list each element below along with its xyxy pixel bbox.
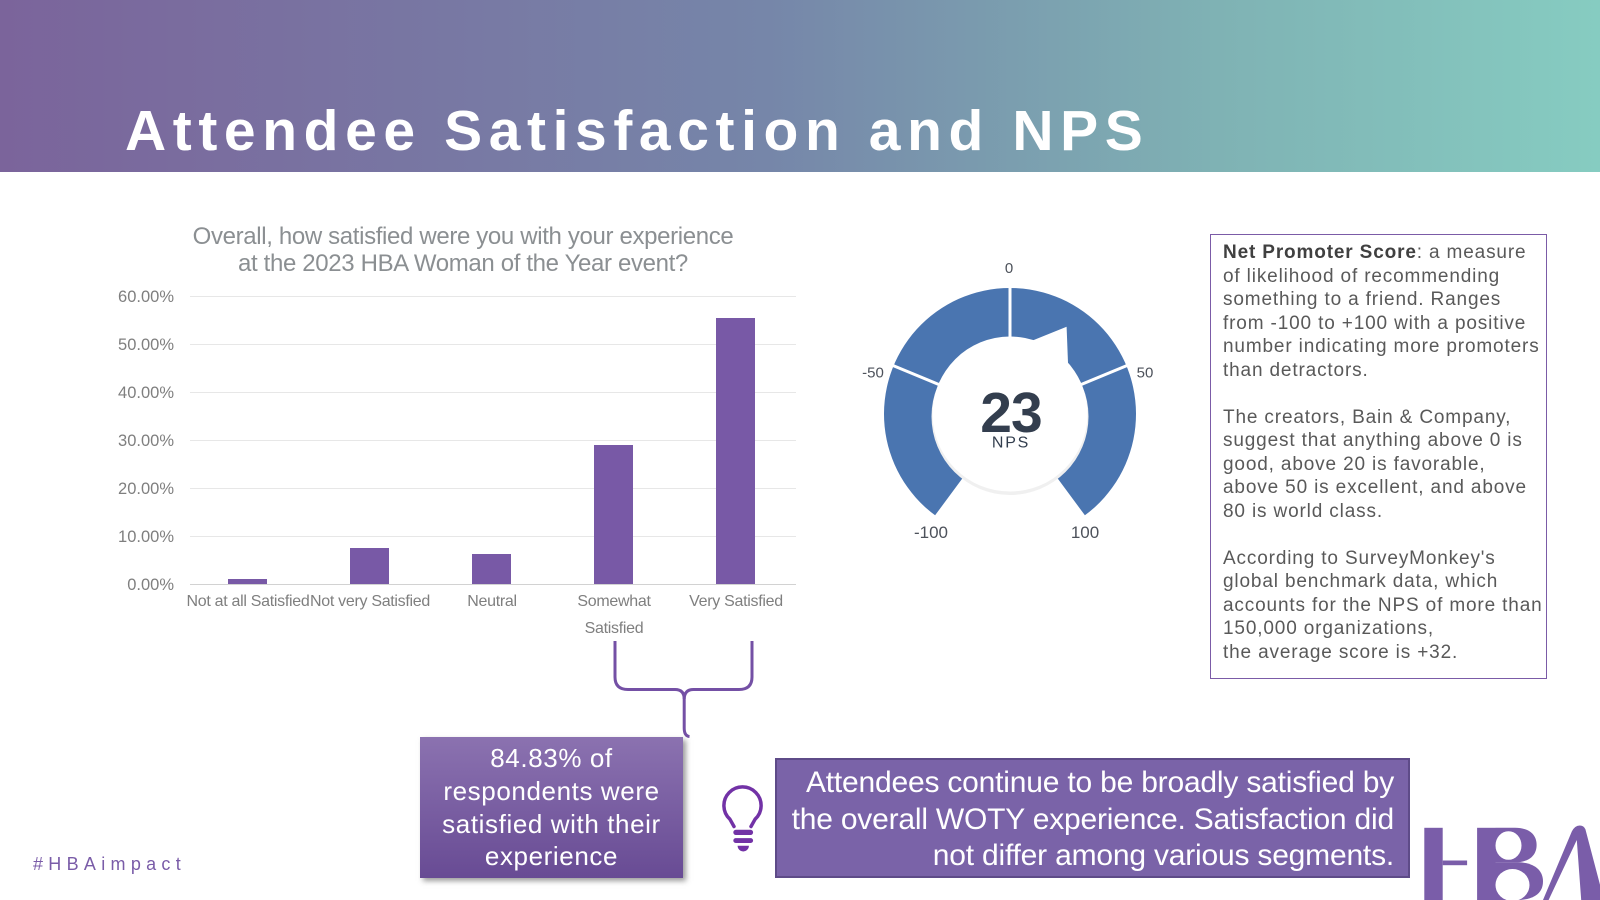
svg-text:23: 23 xyxy=(980,381,1041,445)
svg-text:-100: -100 xyxy=(914,523,948,542)
svg-text:50: 50 xyxy=(1137,365,1154,382)
svg-text:0: 0 xyxy=(1005,260,1013,277)
svg-text:100: 100 xyxy=(1071,523,1099,542)
svg-text:-50: -50 xyxy=(862,365,884,382)
svg-text:NPS: NPS xyxy=(992,435,1030,452)
